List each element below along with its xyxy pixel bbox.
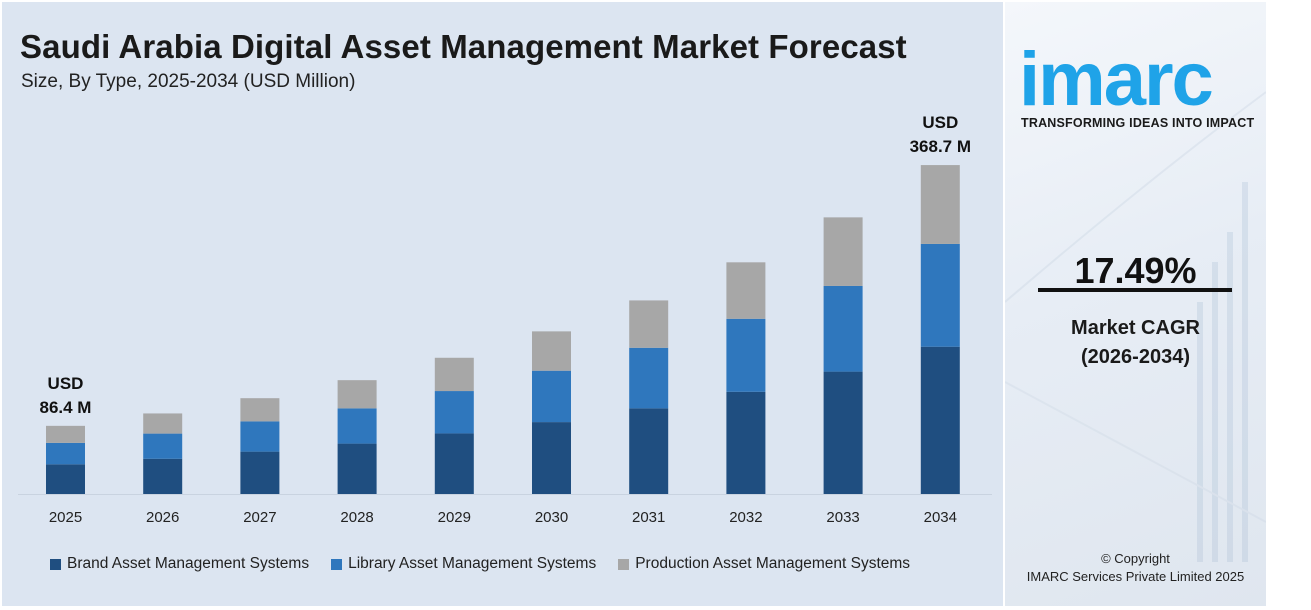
chart-panel: Saudi Arabia Digital Asset Management Ma…: [2, 2, 1003, 606]
imarc-logo: imarc: [1019, 37, 1214, 122]
annotation-2025-line1: USD: [48, 374, 84, 393]
bar-segment-2029-series-1: [434, 391, 474, 434]
x-tick-label-2034: 2034: [924, 509, 957, 526]
annotation-2025-line2: 86.4 M: [40, 398, 92, 417]
bar-segment-2031-series-1: [629, 347, 669, 409]
cagr-value: 17.49%: [1074, 250, 1197, 291]
bar-segment-2031-series-2: [629, 300, 669, 348]
bar-segment-2029-series-0: [434, 433, 474, 494]
bar-segment-2028-series-0: [337, 443, 377, 494]
legend: Brand Asset Management Systems Library A…: [50, 555, 910, 573]
bar-segment-2030-series-2: [532, 331, 571, 371]
copyright-line1: © Copyright: [1101, 551, 1170, 566]
x-tick-label-2028: 2028: [340, 509, 373, 526]
x-tick-label-2029: 2029: [438, 509, 471, 526]
bar-segment-2025-series-2: [46, 425, 85, 443]
bar-segment-2026-series-0: [143, 458, 183, 494]
legend-label-production: Production Asset Management Systems: [635, 555, 911, 572]
side-panel: imarc TRANSFORMING IDEAS INTO IMPACT 17.…: [1005, 2, 1266, 606]
bar-segment-2028-series-1: [337, 408, 377, 444]
cagr-label-line1: Market CAGR: [1071, 317, 1200, 339]
legend-swatch-brand: [50, 558, 61, 570]
bar-segment-2025-series-0: [46, 464, 85, 494]
bar-segment-2030-series-1: [532, 370, 571, 423]
x-tick-label-2031: 2031: [632, 509, 665, 526]
legend-swatch-production: [618, 558, 630, 570]
x-tick-label-2026: 2026: [146, 509, 179, 526]
bar-segment-2028-series-2: [337, 380, 377, 409]
cagr-label: Market CAGR (2026-2034): [1005, 314, 1266, 372]
copyright: © Copyright IMARC Services Private Limit…: [1005, 550, 1266, 586]
bar-segment-2034-series-1: [920, 243, 960, 347]
bar-segment-2033-series-1: [823, 285, 863, 372]
x-tick-label-2027: 2027: [243, 509, 276, 526]
logo-tagline: TRANSFORMING IDEAS INTO IMPACT: [1021, 116, 1255, 130]
bar-segment-2025-series-1: [46, 442, 85, 465]
x-tick-label-2030: 2030: [535, 509, 568, 526]
legend-item-production: Production Asset Management Systems: [618, 555, 910, 573]
bar-segment-2027-series-0: [240, 451, 280, 494]
bar-segment-2034-series-2: [920, 165, 960, 244]
cagr-divider: [1038, 288, 1232, 292]
bar-segment-2032-series-0: [726, 391, 766, 494]
annotation-2034-line1: USD: [922, 113, 958, 132]
x-tick-label-2032: 2032: [729, 509, 762, 526]
cagr-label-line2: (2026-2034): [1081, 346, 1190, 368]
bar-segment-2034-series-0: [920, 346, 960, 494]
x-tick-label-2025: 2025: [49, 509, 82, 526]
legend-swatch-library: [331, 558, 343, 570]
bar-segment-2031-series-0: [629, 408, 669, 494]
background-graph-decoration: [1005, 91, 1266, 562]
x-tick-label-2033: 2033: [826, 509, 859, 526]
legend-label-library: Library Asset Management Systems: [348, 555, 597, 572]
bar-segment-2030-series-0: [532, 422, 571, 494]
bar-segment-2032-series-2: [726, 262, 766, 319]
chart-subtitle: Size, By Type, 2025-2034 (USD Million): [21, 71, 356, 92]
bar-segment-2033-series-0: [823, 371, 863, 494]
bar-chart: 2025 2026 2027 2028 2029 2030 2031 2032 2033 2034…: [18, 113, 992, 526]
annotation-2034-line2: 368.7 M: [910, 137, 971, 156]
legend-item-library: Library Asset Management Systems: [331, 555, 596, 573]
bar-segment-2027-series-2: [240, 398, 280, 422]
chart-title: Saudi Arabia Digital Asset Management Ma…: [20, 28, 907, 65]
bar-segment-2033-series-2: [823, 217, 863, 286]
legend-label-brand: Brand Asset Management Systems: [67, 555, 310, 572]
legend-item-brand: Brand Asset Management Systems: [50, 555, 309, 573]
bar-segment-2026-series-2: [143, 413, 183, 434]
bar-segment-2032-series-1: [726, 318, 766, 392]
bar-segment-2027-series-1: [240, 421, 280, 452]
copyright-line2: IMARC Services Private Limited 2025: [1026, 569, 1245, 584]
bar-segment-2029-series-2: [434, 357, 474, 392]
bar-segment-2026-series-1: [143, 433, 183, 459]
